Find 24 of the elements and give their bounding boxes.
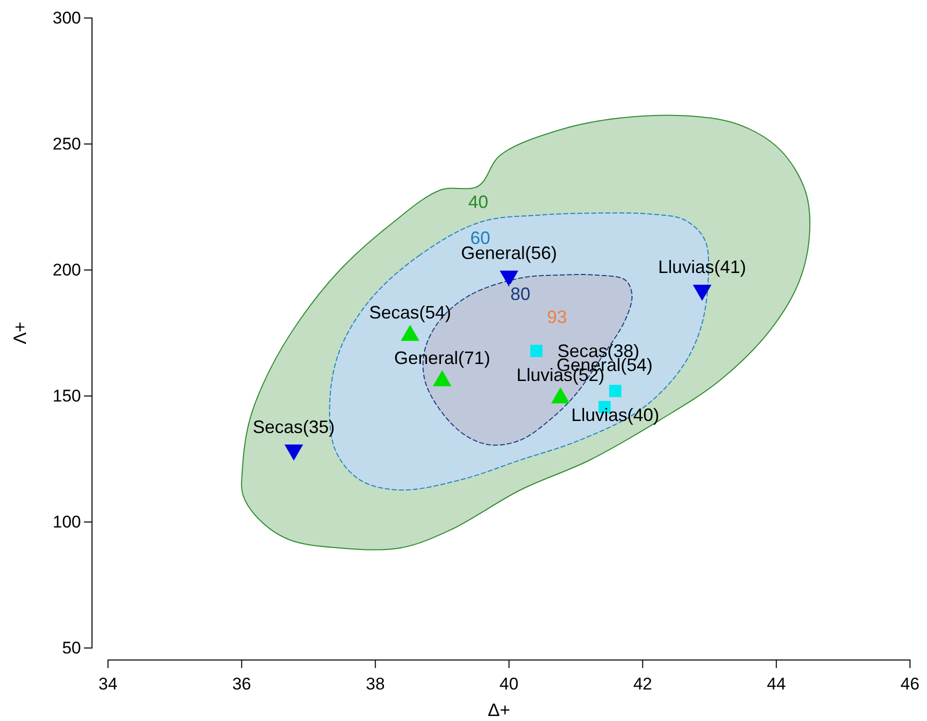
annotation: General(56) — [460, 243, 558, 264]
x-tick-label: 38 — [366, 674, 385, 694]
x-tick-label: 42 — [633, 674, 652, 694]
annotation: Secas(35) — [252, 416, 335, 437]
y-tick-label: 250 — [52, 134, 81, 154]
series-label: 40 — [468, 192, 488, 212]
x-axis-title: Δ+ — [488, 700, 510, 720]
x-tick-label: 40 — [500, 674, 518, 694]
x-tick-label: 36 — [232, 674, 252, 694]
y-tick-label: 50 — [62, 638, 81, 658]
annotation: Lluvias(41) — [658, 257, 746, 278]
y-tick-label: 100 — [52, 512, 81, 532]
x-tick-label: 46 — [900, 674, 920, 694]
annotation: General(71) — [394, 348, 490, 368]
x-tick-label: 34 — [98, 674, 118, 694]
x-tick-label: 44 — [766, 674, 786, 694]
y-axis-title: Λ+ — [10, 322, 30, 344]
annotation: Lluvias(40) — [571, 404, 660, 425]
series-label: 80 — [510, 284, 530, 304]
y-tick-label: 300 — [52, 8, 81, 28]
annotation: Secas(54) — [369, 302, 452, 323]
annotation: 93 — [546, 307, 567, 328]
y-tick-label: 150 — [52, 386, 81, 406]
y-tick-label: 200 — [52, 260, 81, 280]
